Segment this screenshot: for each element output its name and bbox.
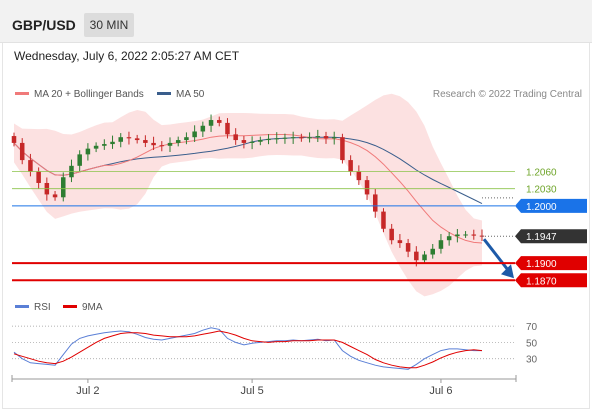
research-credit: Research © 2022 Trading Central: [433, 89, 582, 100]
projection-arrow-head: [501, 264, 514, 279]
rsi-line: [13, 327, 482, 370]
rsi-tick-label-70: 70: [526, 322, 538, 333]
price-tag-3: [515, 229, 587, 244]
candle-body: [323, 136, 329, 139]
candle-body: [331, 137, 337, 139]
time-axis: Jul 2 Jul 5 Jul 6: [11, 375, 517, 397]
candle-body: [102, 144, 107, 146]
projection-arrow-shaft: [482, 238, 511, 273]
candle-body: [455, 234, 460, 237]
candle-body: [249, 141, 255, 143]
legend-rsi-swatch: [15, 305, 29, 308]
candle-body: [52, 194, 58, 198]
rsi-tick-label-30: 30: [526, 355, 538, 366]
candle-body: [11, 136, 17, 143]
current-label-2: 1.2000: [526, 202, 557, 213]
candle-body: [208, 120, 214, 126]
candle-body: [28, 160, 33, 172]
resistance-label-0: 1.2060: [526, 168, 557, 179]
candle-body: [307, 137, 312, 139]
candle-body: [233, 134, 238, 141]
candle-body: [381, 211, 386, 229]
candle-body: [315, 136, 321, 138]
resistance-label-1: 1.2030: [526, 185, 557, 196]
candle-body: [397, 240, 403, 244]
candle-body: [126, 137, 132, 139]
candle-body: [167, 142, 173, 146]
rsi-plot-area: 70 50 30: [12, 322, 538, 370]
legend-rsi-label: RSI: [34, 302, 51, 313]
candle-body: [364, 180, 370, 195]
time-tick-label-1: Jul 5: [240, 385, 263, 397]
ma20-line: [13, 134, 483, 244]
support-label-4: 1.1900: [526, 259, 557, 270]
support-tag-4: [515, 256, 587, 271]
candle-body: [217, 120, 222, 123]
price-plot-area: [11, 93, 515, 297]
candle-body: [299, 137, 304, 139]
candle-body: [414, 251, 419, 261]
candle-body: [463, 234, 468, 236]
candle-body: [438, 240, 444, 249]
candle-body: [192, 131, 197, 138]
currency-pair-title: GBP/USD: [12, 17, 76, 33]
legend-9ma-swatch: [63, 305, 77, 308]
candle-body: [175, 140, 181, 143]
candle-body: [61, 177, 66, 198]
rsi-tick-label-50: 50: [526, 338, 538, 349]
candle-body: [225, 122, 230, 135]
candle-body: [19, 142, 25, 161]
candle-body: [241, 140, 247, 143]
candle-body: [118, 137, 123, 142]
time-tick-label-2: Jul 6: [429, 385, 452, 397]
candle-body: [85, 148, 91, 155]
current-tag-2: [515, 198, 587, 213]
legend-ma50-label: MA 50: [176, 89, 205, 100]
candle-body: [356, 171, 362, 181]
legend-ma20-swatch: [15, 92, 29, 95]
legend-ma20-label: MA 20 + Bollinger Bands: [34, 89, 144, 100]
candle-body: [110, 141, 115, 145]
candle-body: [159, 145, 165, 147]
candle-body: [373, 194, 378, 212]
candle-body: [77, 154, 82, 166]
time-tick-label-0: Jul 2: [76, 385, 99, 397]
support-tag-5: [515, 273, 587, 288]
candle-body: [405, 243, 411, 252]
rsi-9ma-line: [13, 330, 483, 369]
candle-body: [184, 137, 189, 141]
date-label: Wednesday, July 6, 2022 2:05:27 AM CET: [14, 49, 240, 63]
candle-body: [422, 254, 427, 261]
bollinger-band: [14, 93, 482, 297]
support-label-5: 1.1870: [526, 276, 557, 287]
candle-body: [266, 138, 271, 141]
candle-body: [446, 236, 452, 241]
candle-body: [290, 137, 296, 139]
candle-body: [430, 248, 435, 255]
price-levels: 1.2060 1.2030 1.2000 1.1947 1.1900 1.1870: [12, 168, 587, 288]
candle-body: [200, 125, 206, 132]
candle-body: [471, 234, 477, 236]
legend-9ma-label: 9MA: [82, 302, 103, 313]
candle-body: [389, 228, 394, 241]
candle-body: [258, 140, 263, 142]
legend-ma50-swatch: [157, 92, 171, 95]
header-bar: GBP/USD 30 MIN: [0, 0, 592, 43]
candle-body: [36, 171, 41, 183]
candle-body: [151, 142, 156, 146]
candle-body: [348, 160, 353, 172]
candle-body: [274, 138, 279, 140]
candle-body: [143, 140, 148, 143]
timeframe-badge[interactable]: 30 MIN: [84, 13, 134, 37]
candle-body: [282, 137, 288, 139]
chart-frame: [2, 43, 590, 409]
candle-body: [340, 137, 345, 161]
price-label-3: 1.1947: [526, 232, 557, 243]
candle-body: [93, 145, 99, 149]
candle-body: [134, 138, 140, 141]
